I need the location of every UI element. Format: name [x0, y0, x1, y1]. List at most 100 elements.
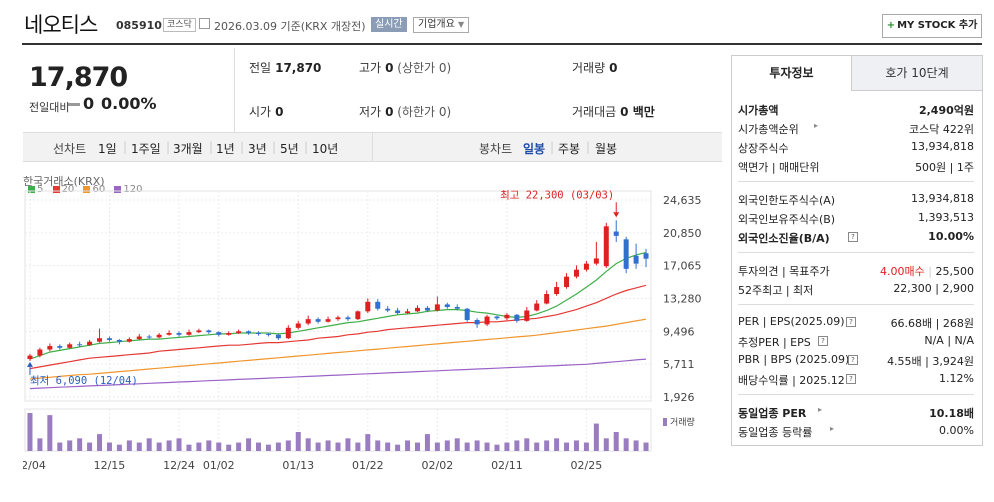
- volume-bar: [484, 442, 490, 451]
- tab-5y[interactable]: 5년: [280, 142, 299, 156]
- x-tick-label: 01/22: [352, 459, 384, 472]
- x-tick-label: 12/04: [23, 459, 46, 472]
- tab-1y[interactable]: 1년: [216, 142, 235, 156]
- candle-body: [166, 333, 172, 335]
- row-market-cap-rank[interactable]: 시가총액순위 ▸ 코스닥 422위: [738, 121, 974, 136]
- price-stats: 전일 17,870 고가 0 (상한가 0) 거래량 0 시가 0 저가 0 (하한가 0…: [235, 48, 722, 132]
- row-listed-shares: 상장주식수 13,934,818: [738, 140, 974, 155]
- change-value: 0: [83, 94, 95, 113]
- volume-bar: [434, 442, 440, 451]
- help-icon[interactable]: ?: [848, 355, 858, 365]
- stat-prev: 전일 17,870: [249, 61, 322, 75]
- chevron-right-icon: ▸: [814, 121, 819, 130]
- volume-bar: [146, 438, 152, 451]
- volume-bar: [564, 442, 570, 451]
- tab-3y[interactable]: 3년: [248, 142, 267, 156]
- candle-body: [544, 293, 550, 304]
- candle-body: [534, 303, 540, 311]
- y-tick-label: 5,711: [663, 358, 695, 371]
- current-price: 17,870: [29, 62, 128, 93]
- tab-monthly[interactable]: 월봉: [595, 142, 618, 156]
- candle-body: [464, 308, 470, 321]
- candle-body: [57, 346, 63, 348]
- help-icon[interactable]: ?: [848, 232, 858, 242]
- help-icon[interactable]: ?: [846, 317, 856, 327]
- candles: [27, 220, 649, 361]
- row-sector-change[interactable]: 동일업종 등락률 ▸ 0.00%: [738, 424, 974, 439]
- candle-body: [146, 336, 152, 338]
- ma60-line: [29, 318, 647, 380]
- x-tick-label: 02/11: [491, 459, 523, 472]
- tab-1w[interactable]: 1주일: [131, 142, 161, 156]
- separator: |: [209, 140, 214, 154]
- row-est-per: 추정PER | EPS? N/A | N/A: [738, 334, 974, 349]
- volume-bar: [206, 440, 212, 451]
- moving-averages: [29, 251, 647, 390]
- volume-bar: [643, 442, 649, 451]
- help-icon[interactable]: ?: [846, 374, 856, 384]
- divider: [234, 48, 235, 132]
- base-date: 2026.03.09 기준(KRX 개장전): [214, 20, 366, 33]
- candle-body: [583, 263, 589, 270]
- candle-body: [494, 316, 500, 319]
- candle-body: [87, 341, 93, 346]
- candle-body: [454, 307, 460, 309]
- candle-body: [593, 258, 599, 264]
- candle-body: [116, 339, 122, 342]
- volume-bar: [365, 434, 371, 451]
- tab-10y[interactable]: 10년: [312, 142, 339, 156]
- volume-bar: [305, 438, 311, 451]
- volume-bar: [176, 438, 182, 451]
- candle-body: [573, 269, 579, 277]
- chart-period-tabs: 선차트 1일 | 1주일 | 3개월 | 1년 | 3년 | 5년 | 10년 …: [23, 132, 722, 162]
- chart-title: 한국거래소(KRX): [23, 175, 105, 188]
- volume-bar: [325, 440, 331, 451]
- candle-body: [613, 231, 619, 236]
- chart-grid: [24, 190, 652, 452]
- tab-weekly[interactable]: 주봉: [558, 142, 581, 156]
- legend-swatch: [83, 185, 91, 193]
- candle-body: [285, 327, 291, 339]
- volume-bar: [464, 442, 470, 451]
- volume-legend-swatch: [663, 418, 667, 426]
- row-foreign-held: 외국인보유주식수(B) 1,393,513: [738, 211, 974, 226]
- company-overview-dropdown[interactable]: 기업개요 ▼: [413, 17, 470, 33]
- chevron-down-icon: ▼: [458, 20, 465, 29]
- volume-label: 거래량: [670, 416, 695, 428]
- volume-bar: [166, 440, 172, 451]
- volume-bar: [444, 440, 450, 451]
- flat-icon: [68, 103, 80, 106]
- candle-body: [414, 307, 420, 312]
- header-divider: [22, 43, 982, 45]
- candle-body: [47, 346, 53, 350]
- stock-name: 네오티스: [24, 13, 98, 37]
- x-tick-label: 02/25: [571, 459, 603, 472]
- row-dividend: 배당수익률 | 2025.12? 1.12%: [738, 372, 974, 387]
- volume-bar: [156, 442, 162, 451]
- add-mystock-button[interactable]: + MY STOCK 추가: [882, 14, 982, 38]
- tab-orderbook[interactable]: 호가 10단계: [852, 56, 982, 91]
- separator: |: [272, 140, 277, 154]
- volume-bar: [256, 442, 262, 451]
- tab-3m[interactable]: 3개월: [173, 142, 203, 156]
- realtime-button[interactable]: 실시간: [371, 17, 407, 32]
- candle-body: [236, 331, 242, 334]
- volume-bar: [236, 442, 242, 451]
- volume-bar: [216, 442, 222, 451]
- candle-body: [395, 310, 401, 314]
- row-sector-per[interactable]: 동일업종 PER ▸ 10.18배: [738, 405, 974, 420]
- tab-daily[interactable]: 일봉: [523, 142, 546, 156]
- tab-investment-info[interactable]: 투자정보: [732, 56, 852, 91]
- stock-chart: 한국거래소(KRX) 5 20 60 120 24,635 20,850 17,06…: [23, 163, 722, 478]
- volume-bar: [375, 440, 381, 451]
- stock-code: 085910: [116, 19, 162, 32]
- candle-body: [564, 276, 570, 288]
- legend-swatch: [28, 185, 35, 193]
- candle-chart-label: 봉차트: [479, 142, 513, 156]
- tab-1d[interactable]: 1일: [98, 142, 117, 156]
- candle-body: [643, 253, 649, 259]
- volume-bar: [315, 442, 321, 451]
- volume-bar: [613, 432, 619, 451]
- help-icon[interactable]: ?: [818, 336, 828, 346]
- volume-bar: [265, 444, 271, 451]
